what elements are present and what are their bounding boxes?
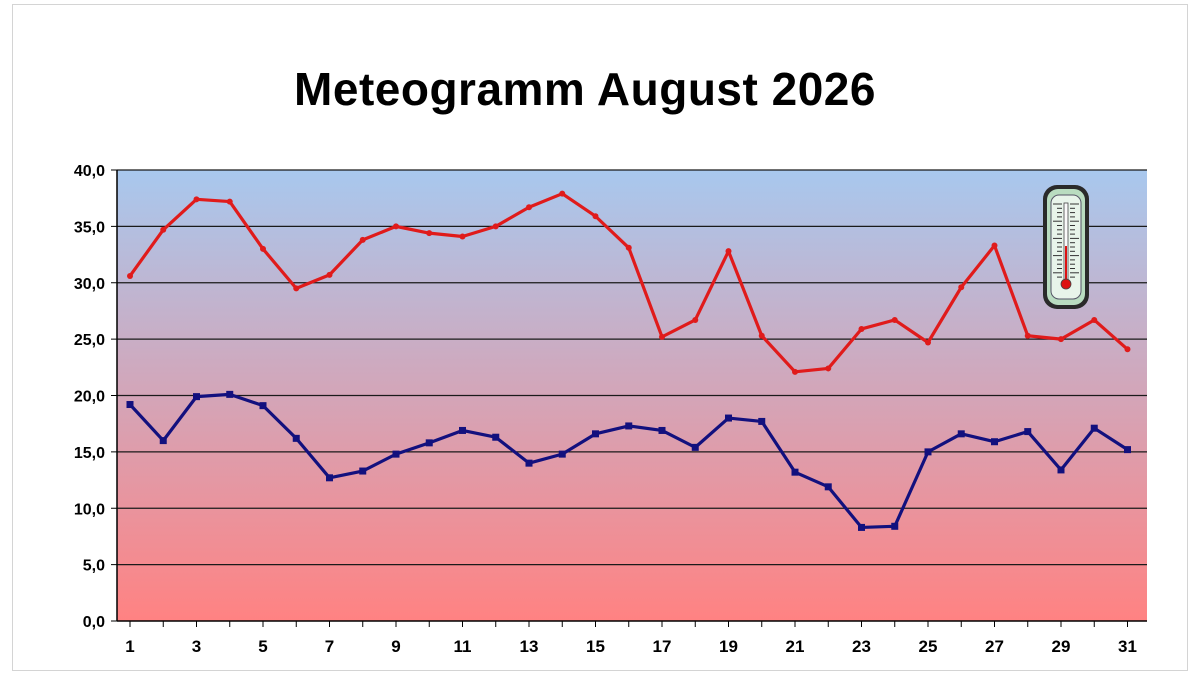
y-axis-ticks: 0,0 5,0 10,0 15,0 20,0 25,0 30,0 35,0 40,0 <box>74 163 117 631</box>
data-point <box>1124 446 1131 454</box>
y-tick-label: 20,0 <box>74 389 105 406</box>
x-tick-label: 5 <box>258 637 267 656</box>
data-point <box>825 365 832 372</box>
series-2 <box>126 390 1131 531</box>
data-point <box>1024 428 1032 436</box>
data-point <box>293 285 300 292</box>
data-point <box>1124 346 1131 353</box>
x-tick-label: 7 <box>325 637 334 656</box>
x-tick-label: 23 <box>852 637 871 656</box>
y-tick-label: 10,0 <box>74 501 105 518</box>
data-point <box>393 223 399 230</box>
x-tick-label: 17 <box>653 637 672 656</box>
data-point <box>193 196 200 203</box>
data-point <box>991 438 998 446</box>
data-point <box>492 433 500 441</box>
data-point <box>1090 424 1098 432</box>
data-point <box>126 401 134 409</box>
data-point <box>159 437 167 445</box>
data-point <box>758 332 765 339</box>
data-point <box>625 244 632 251</box>
thermometer-bulb <box>1060 278 1072 290</box>
data-point <box>592 430 599 438</box>
y-tick-label: 0,0 <box>83 614 105 631</box>
data-point <box>259 402 267 410</box>
data-point <box>1058 336 1064 343</box>
data-point <box>459 233 466 240</box>
data-point <box>425 439 433 447</box>
data-point <box>659 333 665 340</box>
data-point <box>1091 316 1098 323</box>
data-point <box>292 434 300 442</box>
data-point <box>758 417 766 425</box>
y-tick-label: 40,0 <box>74 163 105 180</box>
data-point <box>226 198 233 205</box>
x-tick-label: 21 <box>786 637 805 656</box>
x-tick-label: 11 <box>454 637 472 656</box>
data-point <box>459 426 466 434</box>
data-point <box>725 414 732 422</box>
series-layer <box>126 190 1131 531</box>
data-point <box>392 450 400 458</box>
data-point <box>858 325 865 332</box>
data-point <box>160 226 167 233</box>
data-point <box>359 236 366 243</box>
data-point <box>891 316 898 323</box>
chart-frame <box>12 4 1188 671</box>
y-tick-label: 25,0 <box>74 332 105 349</box>
data-point <box>525 459 533 467</box>
data-point <box>858 523 865 531</box>
data-point <box>692 316 699 323</box>
data-point <box>658 426 666 434</box>
x-tick-label: 3 <box>192 637 201 656</box>
x-tick-label: 1 <box>125 637 134 656</box>
y-tick-label: 5,0 <box>83 558 105 575</box>
thermometer-icon <box>1043 185 1089 309</box>
y-tick-label: 15,0 <box>74 445 105 462</box>
x-tick-label: 19 <box>719 637 738 656</box>
data-point <box>891 522 899 530</box>
chart-title: Meteogramm August 2026 <box>294 63 876 115</box>
data-point <box>260 245 266 252</box>
x-tick-label: 31 <box>1118 637 1137 656</box>
data-point <box>558 450 566 458</box>
data-point <box>991 242 998 249</box>
x-axis-ticks: 1 3 5 7 9 11 13 15 17 19 21 23 25 27 29 31 <box>125 621 1137 656</box>
data-point <box>426 230 433 237</box>
data-point <box>691 443 699 451</box>
data-point <box>127 272 133 279</box>
x-tick-label: 9 <box>391 637 400 656</box>
data-point <box>592 213 599 220</box>
data-point <box>526 204 532 211</box>
data-point <box>925 339 931 346</box>
x-tick-label: 29 <box>1052 637 1071 656</box>
x-tick-label: 15 <box>586 637 605 656</box>
data-point <box>957 430 965 438</box>
data-point <box>1057 466 1065 474</box>
data-point <box>792 368 798 375</box>
data-point <box>924 448 932 456</box>
data-point <box>326 474 333 482</box>
gridlines <box>117 169 1147 566</box>
data-point <box>226 390 234 398</box>
data-point <box>791 468 799 476</box>
y-tick-label: 30,0 <box>74 276 105 293</box>
series-1 <box>127 190 1131 375</box>
thermometer-mercury <box>1065 246 1067 281</box>
data-point <box>725 248 732 255</box>
x-tick-label: 27 <box>985 637 1004 656</box>
data-point <box>492 223 499 230</box>
data-point <box>193 393 200 401</box>
data-point <box>625 422 633 430</box>
data-point <box>824 483 832 491</box>
y-tick-label: 35,0 <box>74 219 105 236</box>
data-point <box>1024 332 1031 339</box>
x-tick-label: 13 <box>520 637 539 656</box>
data-point <box>359 467 367 475</box>
data-point <box>326 271 333 278</box>
x-tick-label: 25 <box>919 637 938 656</box>
data-point <box>958 284 965 291</box>
data-point <box>559 190 566 197</box>
